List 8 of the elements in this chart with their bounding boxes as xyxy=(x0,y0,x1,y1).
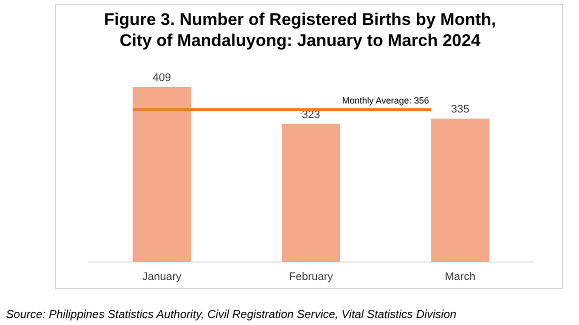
data-label: 335 xyxy=(450,104,470,116)
ref-line-label: Monthly Average: 356 xyxy=(342,96,430,106)
source-note: Source: Philippines Statistics Authority, Civil Registration Service, Vital Statistics Division xyxy=(6,309,456,321)
data-label: 409 xyxy=(152,72,172,84)
x-tick-label: February xyxy=(288,270,334,283)
x-tick-label: January xyxy=(142,270,182,283)
chart-title: Figure 3. Number of Registered Births by Month, City of Mandaluyong: January to March 2024 xyxy=(104,10,496,50)
x-tick-label: March xyxy=(444,270,476,283)
